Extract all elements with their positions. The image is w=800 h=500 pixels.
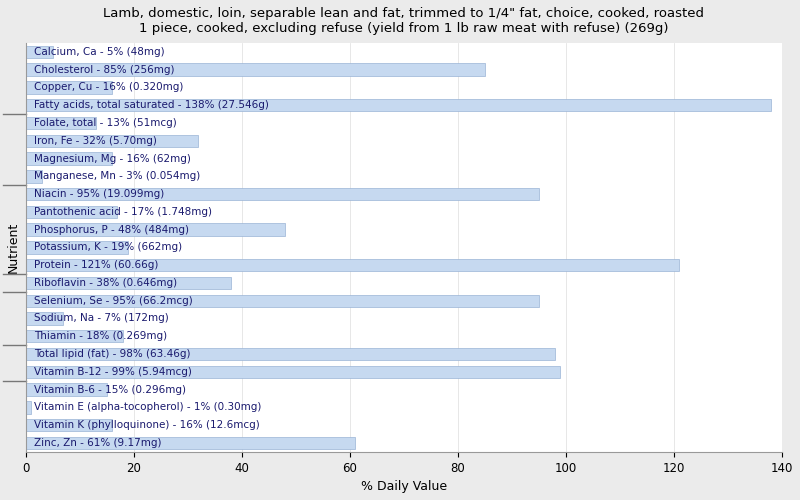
- Text: Total lipid (fat) - 98% (63.46g): Total lipid (fat) - 98% (63.46g): [34, 349, 190, 359]
- Title: Lamb, domestic, loin, separable lean and fat, trimmed to 1/4" fat, choice, cooke: Lamb, domestic, loin, separable lean and…: [103, 7, 704, 35]
- Text: Pantothenic acid - 17% (1.748mg): Pantothenic acid - 17% (1.748mg): [34, 207, 212, 217]
- Text: Protein - 121% (60.66g): Protein - 121% (60.66g): [34, 260, 158, 270]
- Text: Thiamin - 18% (0.269mg): Thiamin - 18% (0.269mg): [34, 332, 166, 342]
- Text: Niacin - 95% (19.099mg): Niacin - 95% (19.099mg): [34, 189, 164, 199]
- X-axis label: % Daily Value: % Daily Value: [361, 480, 446, 493]
- Bar: [26, 348, 555, 360]
- Bar: [26, 152, 112, 165]
- Bar: [26, 366, 560, 378]
- Y-axis label: Nutrient: Nutrient: [7, 222, 20, 273]
- Bar: [26, 330, 122, 342]
- Text: Fatty acids, total saturated - 138% (27.546g): Fatty acids, total saturated - 138% (27.…: [34, 100, 269, 110]
- Bar: [26, 401, 31, 413]
- Text: Vitamin B-6 - 15% (0.296mg): Vitamin B-6 - 15% (0.296mg): [34, 384, 186, 394]
- Bar: [26, 99, 771, 112]
- Text: Iron, Fe - 32% (5.70mg): Iron, Fe - 32% (5.70mg): [34, 136, 157, 146]
- Bar: [26, 294, 538, 307]
- Bar: [26, 419, 112, 432]
- Text: Vitamin E (alpha-tocopherol) - 1% (0.30mg): Vitamin E (alpha-tocopherol) - 1% (0.30m…: [34, 402, 261, 412]
- Bar: [26, 206, 118, 218]
- Bar: [26, 82, 112, 94]
- Text: Copper, Cu - 16% (0.320mg): Copper, Cu - 16% (0.320mg): [34, 82, 183, 92]
- Bar: [26, 224, 285, 236]
- Bar: [26, 46, 53, 58]
- Text: Folate, total - 13% (51mcg): Folate, total - 13% (51mcg): [34, 118, 176, 128]
- Bar: [26, 188, 538, 200]
- Text: Zinc, Zn - 61% (9.17mg): Zinc, Zn - 61% (9.17mg): [34, 438, 161, 448]
- Text: Vitamin B-12 - 99% (5.94mcg): Vitamin B-12 - 99% (5.94mcg): [34, 367, 191, 377]
- Bar: [26, 259, 679, 272]
- Text: Sodium, Na - 7% (172mg): Sodium, Na - 7% (172mg): [34, 314, 168, 324]
- Text: Potassium, K - 19% (662mg): Potassium, K - 19% (662mg): [34, 242, 182, 252]
- Text: Calcium, Ca - 5% (48mg): Calcium, Ca - 5% (48mg): [34, 47, 164, 57]
- Bar: [26, 276, 230, 289]
- Bar: [26, 241, 128, 254]
- Text: Cholesterol - 85% (256mg): Cholesterol - 85% (256mg): [34, 64, 174, 74]
- Bar: [26, 134, 198, 147]
- Text: Phosphorus, P - 48% (484mg): Phosphorus, P - 48% (484mg): [34, 224, 189, 234]
- Text: Selenium, Se - 95% (66.2mcg): Selenium, Se - 95% (66.2mcg): [34, 296, 192, 306]
- Bar: [26, 117, 96, 129]
- Bar: [26, 312, 63, 324]
- Bar: [26, 170, 42, 182]
- Text: Manganese, Mn - 3% (0.054mg): Manganese, Mn - 3% (0.054mg): [34, 172, 200, 181]
- Bar: [26, 384, 106, 396]
- Text: Magnesium, Mg - 16% (62mg): Magnesium, Mg - 16% (62mg): [34, 154, 190, 164]
- Text: Riboflavin - 38% (0.646mg): Riboflavin - 38% (0.646mg): [34, 278, 177, 288]
- Text: Vitamin K (phylloquinone) - 16% (12.6mcg): Vitamin K (phylloquinone) - 16% (12.6mcg…: [34, 420, 259, 430]
- Bar: [26, 64, 485, 76]
- Bar: [26, 436, 355, 449]
